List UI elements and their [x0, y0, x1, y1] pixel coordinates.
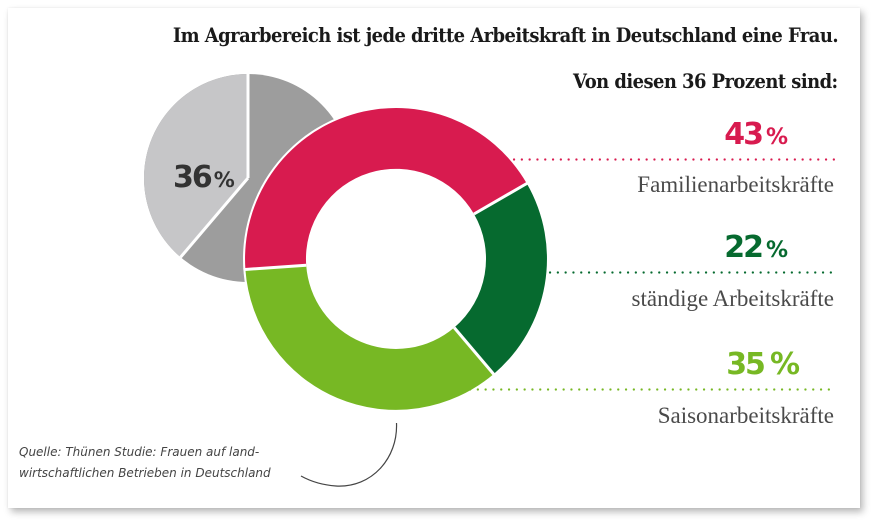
donut-segment-familienarbeitskraefte: [245, 108, 527, 270]
value-saisonarbeitskraefte: 35%: [726, 347, 800, 382]
donut-chart: [243, 106, 549, 412]
source-line-1: Quelle: Thünen Studie: Frauen auf land-: [19, 445, 260, 459]
value-number: 43: [724, 117, 764, 152]
percent-sign: %: [769, 347, 800, 382]
label-staendige-arbeitskraefte: ständige Arbeitskräfte: [631, 286, 834, 311]
label-saisonarbeitskraefte: Saisonarbeitskräfte: [657, 403, 834, 428]
gray-pie-value-label: 36%: [173, 160, 235, 195]
donut-divider: [453, 326, 497, 377]
source-note: Quelle: Thünen Studie: Frauen auf land- …: [19, 442, 271, 484]
source-line-2: wirtschaftlichen Betrieben in Deutschlan…: [19, 466, 271, 480]
chart-title: Im Agrarbereich ist jede dritte Arbeitsk…: [172, 24, 839, 47]
percent-sign: %: [765, 238, 788, 263]
donut-divider: [473, 181, 530, 216]
value-number: 22: [724, 230, 764, 265]
gray-pie-36-slice: [144, 74, 248, 258]
gray-pie-value: 36: [173, 160, 213, 195]
value-staendige-arbeitskraefte: 22%: [724, 230, 788, 265]
chart-subtitle: Von diesen 36 Prozent sind:: [573, 70, 838, 93]
percent-sign: %: [765, 125, 788, 150]
donut-divider: [243, 263, 307, 272]
gray-pie-divider: [179, 177, 250, 259]
donut-segment-saisonarbeitskraefte: [245, 265, 494, 410]
percent-sign: %: [213, 168, 235, 192]
donut-segment-staendige-arbeitskraefte: [454, 183, 547, 375]
source-connector-curve: [300, 422, 398, 487]
value-familienarbeitskraefte: 43%: [724, 117, 788, 152]
value-number: 35: [726, 347, 766, 382]
label-familienarbeitskraefte: Familienarbeitskräfte: [637, 172, 834, 197]
